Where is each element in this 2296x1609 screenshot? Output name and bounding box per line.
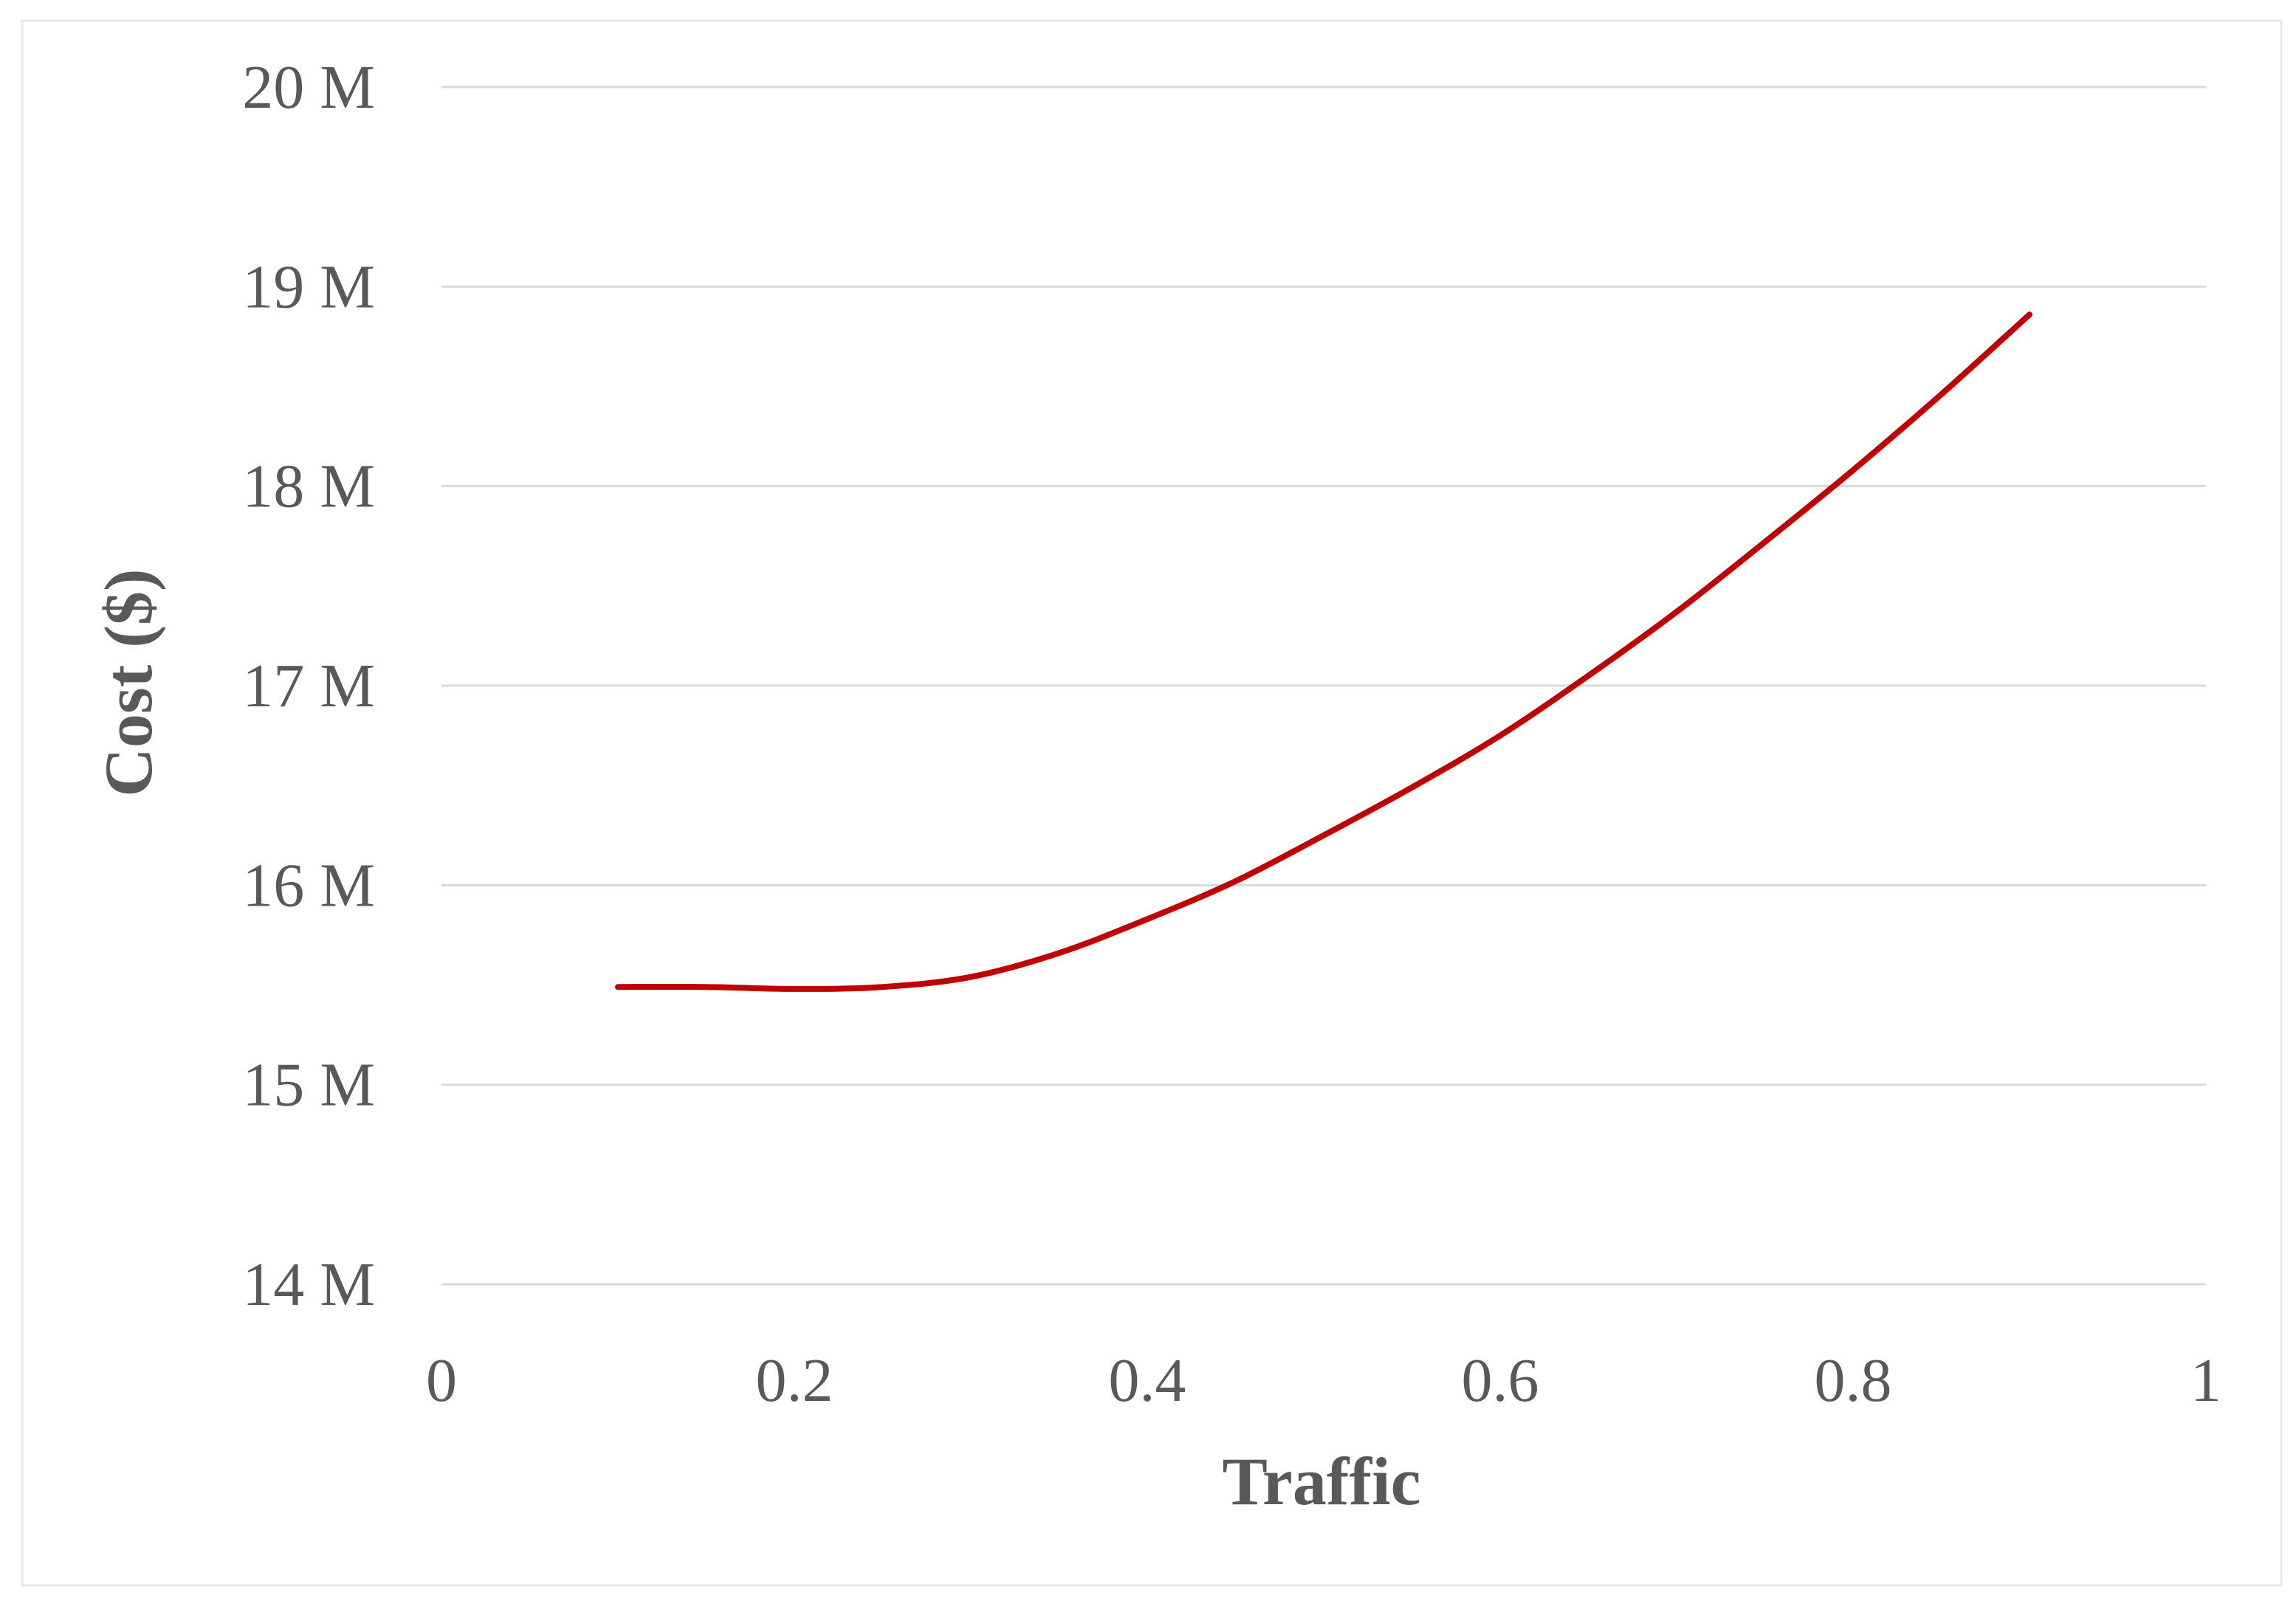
y-axis-ticks: 14 M 15 M 16 M 17 M 18 M 19 M 20 M: [242, 53, 375, 1319]
y-axis-title: Cost ($): [91, 568, 166, 796]
x-tick-label: 0.8: [1815, 1346, 1892, 1415]
y-tick-label: 16 M: [242, 851, 375, 920]
chart-border: [21, 19, 2283, 1587]
x-tick-label: 1: [2190, 1346, 2221, 1415]
x-axis-title: Traffic: [1222, 1444, 1420, 1519]
y-tick-label: 18 M: [242, 452, 375, 521]
y-tick-label: 15 M: [242, 1051, 375, 1120]
gridlines: [441, 86, 2206, 1286]
y-tick-label: 17 M: [242, 652, 375, 720]
x-tick-label: 0.6: [1462, 1346, 1539, 1415]
x-tick-label: 0.2: [756, 1346, 833, 1415]
series-line: [615, 311, 2032, 992]
y-tick-label: 19 M: [242, 252, 375, 321]
y-tick-label: 14 M: [242, 1250, 375, 1319]
series-layer: [615, 311, 2032, 992]
x-tick-label: 0: [426, 1346, 457, 1415]
x-axis-ticks: 0 0.2 0.4 0.6 0.8 1: [426, 1346, 2221, 1415]
y-tick-label: 20 M: [242, 53, 375, 122]
x-tick-label: 0.4: [1109, 1346, 1186, 1415]
